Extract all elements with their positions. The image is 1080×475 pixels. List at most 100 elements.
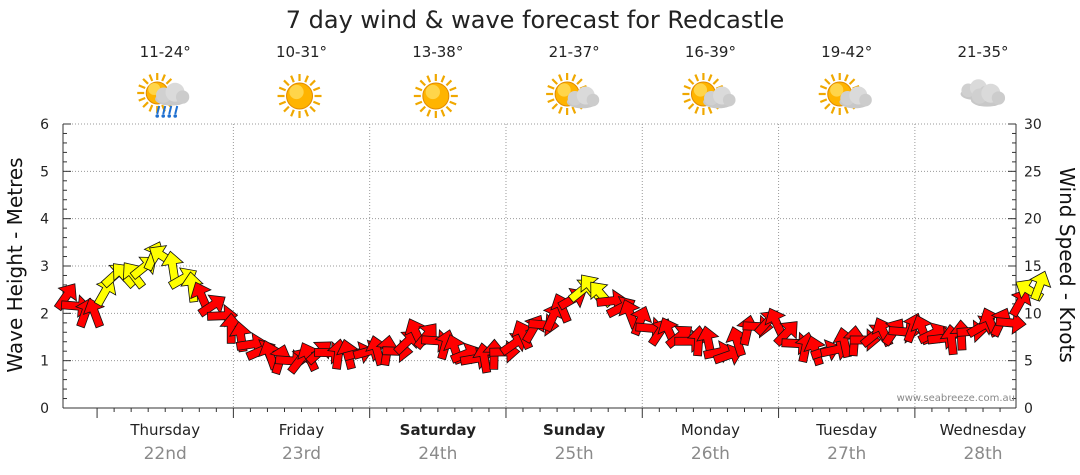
sun-ray <box>138 84 146 90</box>
temperature-label: 19-42° <box>821 43 872 61</box>
day-name-label: Thursday <box>129 421 200 439</box>
sun-highlight <box>693 83 708 97</box>
sun-ray <box>426 75 432 83</box>
wind-arrow-shape <box>499 332 528 357</box>
sun-ray <box>304 109 309 117</box>
sun-ray <box>551 78 559 85</box>
credit-text: www.seabreeze.com.au <box>897 393 1015 404</box>
sun-highlight <box>425 84 440 100</box>
sun-ray <box>571 106 577 114</box>
cloud-icon <box>566 86 600 109</box>
rain-drop <box>156 105 161 115</box>
temperature-label: 21-37° <box>549 43 600 61</box>
day-date-label: 26th <box>691 444 730 464</box>
rain-drop <box>161 114 166 118</box>
sun-ray <box>290 109 295 117</box>
sun-ray <box>148 104 154 112</box>
right-tick-label: 5 <box>1024 354 1033 370</box>
grid <box>63 123 1016 408</box>
left-tick-label: 1 <box>40 354 49 370</box>
sun-ray <box>712 78 720 85</box>
wind-arrow-shape <box>82 297 106 329</box>
sun-ray <box>290 75 295 83</box>
cloud-icon <box>155 82 190 106</box>
sun-ray <box>683 84 691 90</box>
sun-ray <box>161 74 166 82</box>
sun-ray <box>571 74 577 82</box>
cloud-puff <box>859 93 872 107</box>
day-name-label: Friday <box>279 421 325 439</box>
right-tick-label: 25 <box>1024 164 1042 180</box>
sun-ray <box>165 78 173 85</box>
day-date-label: 25th <box>555 444 594 464</box>
sun-icon <box>277 74 322 118</box>
sun-ray <box>415 86 423 92</box>
sun-ray <box>283 79 290 87</box>
sun-highlight <box>289 84 304 100</box>
sun-ray <box>576 78 583 85</box>
cloud-puff <box>991 91 1006 105</box>
left-axis-label: Wave Height - Metres <box>3 157 27 372</box>
day-date-label: 23rd <box>282 444 321 464</box>
right-tick-label: 30 <box>1024 117 1042 133</box>
sun-ray <box>824 103 831 110</box>
rain-drop <box>162 105 167 115</box>
cloud-icon <box>970 83 1006 107</box>
wind-arrow-shape <box>393 330 419 356</box>
left-axis-ticks: 0 1 2 3 4 5 6 <box>40 117 49 417</box>
day-date-label: 22nd <box>144 444 187 464</box>
sun-ray <box>830 106 836 114</box>
wind-arrows <box>53 241 1052 376</box>
wind-arrow <box>180 271 204 303</box>
sun-ray <box>547 98 555 104</box>
sun-ray <box>551 103 559 110</box>
left-tick-label: 4 <box>40 212 49 228</box>
sun-icon <box>413 74 458 118</box>
wind-arrow <box>82 297 106 329</box>
right-tick-label: 20 <box>1024 212 1042 228</box>
wind-arrow <box>53 283 77 312</box>
wind-arrow <box>393 330 419 356</box>
right-axis-ticks: 0 5 10 15 20 25 30 <box>1024 117 1042 417</box>
sun-ray <box>830 74 836 82</box>
left-tick-label: 2 <box>40 306 49 322</box>
sun-highlight <box>830 83 844 97</box>
cloud-puff <box>175 90 190 104</box>
sun-ray <box>694 106 700 114</box>
rain-drop <box>173 114 178 118</box>
sun-ray <box>415 100 423 106</box>
day-name-label: Tuesday <box>815 421 877 439</box>
sun-ray <box>687 78 695 85</box>
cloud-puff <box>586 93 600 107</box>
wind-arrow <box>93 277 117 307</box>
sun-ray <box>419 79 426 87</box>
sun-ray <box>558 106 563 114</box>
sun-ray <box>278 100 287 106</box>
day-date-label: 28th <box>963 444 1002 464</box>
sun-ray <box>309 105 316 113</box>
wind-arrow-shape <box>93 277 117 307</box>
sun-ray <box>312 100 321 106</box>
temperature-label: 11-24° <box>140 43 191 61</box>
sun-ray <box>819 84 828 90</box>
temperature-label: 16-39° <box>685 43 736 61</box>
axes <box>62 123 1017 418</box>
left-tick-label: 5 <box>40 164 49 180</box>
sun-ray <box>138 96 146 102</box>
sun-ray <box>312 86 321 92</box>
sun-highlight <box>557 83 571 97</box>
sun-ray <box>707 106 713 114</box>
wind-arrow-shape <box>180 271 204 303</box>
sun-ray <box>426 109 432 117</box>
right-tick-label: 0 <box>1024 401 1033 417</box>
wind-arrow-shape <box>53 283 77 312</box>
sun-ray <box>440 75 446 83</box>
sun-ray <box>449 86 457 92</box>
sun-ray <box>844 106 849 114</box>
sun-ray <box>278 86 287 92</box>
rain-drop <box>155 114 160 118</box>
sun-ray <box>848 78 856 85</box>
sun-ray <box>547 84 555 90</box>
